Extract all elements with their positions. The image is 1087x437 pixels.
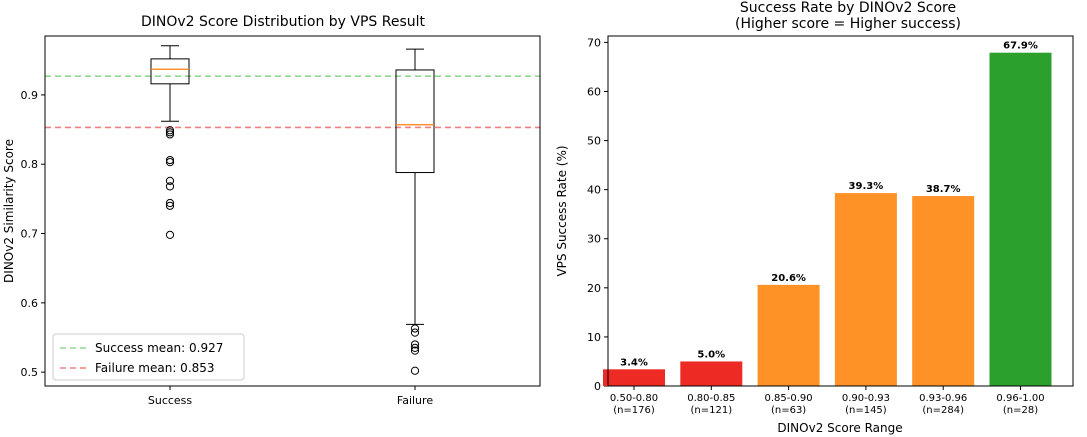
- box-plot-y-tick-label: 0.9: [21, 89, 39, 102]
- outlier-point: [165, 230, 175, 240]
- bar-chart-y-tick-label: 40: [587, 184, 601, 197]
- box-plot-y-tick-label: 0.7: [21, 228, 39, 241]
- box-plot-y-tick-label: 0.6: [21, 297, 39, 310]
- bar-chart-x-tick-count: (n=284): [922, 405, 964, 416]
- outlier-point: [410, 346, 420, 355]
- bar-chart-x-axis-label: DINOv2 Score Range: [777, 421, 902, 435]
- box-plot-legend: Success mean: 0.927 Failure mean: 0.853: [52, 333, 245, 381]
- outlier-point: [165, 198, 175, 208]
- box-plot-chart: DINOv2 Score Distribution by VPS Result …: [2, 14, 541, 407]
- legend-box: [52, 333, 245, 381]
- bar-chart-x-tick-label: 0.96-1.00: [996, 393, 1044, 404]
- bar-0.50-0.80: [603, 369, 665, 386]
- box-plot-frame: [44, 35, 541, 387]
- box-plot-area: 0.5 0.6 0.7 0.8 0.9 Success Failure: [21, 45, 540, 407]
- bar-chart-frame: [607, 35, 1074, 387]
- box-iqr: [150, 58, 190, 85]
- box-plot-x-tick-label: Success: [148, 394, 193, 407]
- box-failure: [395, 48, 435, 375]
- bar-chart-y-tick-label: 60: [587, 85, 601, 98]
- bar-value-label: 20.6%: [771, 273, 806, 284]
- bar-value-label: 3.4%: [620, 357, 648, 368]
- box-plot-x-tick-label: Failure: [397, 394, 433, 407]
- bar-chart-x-tick-count: (n=121): [690, 405, 732, 416]
- bar-chart-x-tick-label: 0.90-0.93: [842, 393, 890, 404]
- bar-chart-area: 0 10 20 30 40 50 60 70 3.4% 0.50-0.80(n=176) 5.0% 0…: [587, 36, 1052, 416]
- bar-chart-x-tick-label: 0.80-0.85: [687, 393, 735, 404]
- box-plot-y-tick-label: 0.5: [21, 366, 39, 379]
- bar-0.80-0.85: [680, 361, 743, 386]
- bar-chart-y-tick-label: 30: [587, 233, 601, 246]
- bar-chart-x-tick-label: 0.50-0.80: [610, 393, 658, 404]
- legend-entry-label: Failure mean: 0.853: [95, 361, 215, 375]
- legend-entry-label: Success mean: 0.927: [95, 341, 223, 355]
- box-plot-y-axis-label: DINOv2 Similarity Score: [2, 139, 16, 283]
- bar-value-label: 5.0%: [697, 349, 725, 360]
- bar-chart-x-tick-count: (n=176): [613, 405, 655, 416]
- outlier-point: [165, 158, 175, 167]
- bar-chart: Success Rate by DINOv2 Score (Higher sco…: [555, 0, 1074, 435]
- bar-chart-x-tick-count: (n=63): [771, 405, 806, 416]
- bar-chart-y-axis-label: VPS Success Rate (%): [555, 145, 569, 276]
- box-iqr: [395, 69, 435, 174]
- box-plot-title: DINOv2 Score Distribution by VPS Result: [141, 14, 426, 30]
- outlier-point: [410, 343, 420, 352]
- outlier-point: [165, 126, 175, 135]
- bar-value-label: 67.9%: [1003, 41, 1038, 52]
- outlier-point: [165, 182, 175, 191]
- bar-chart-subtitle: (Higher score = Higher success): [735, 16, 961, 32]
- bar-value-label: 38.7%: [926, 184, 961, 195]
- outlier-point: [165, 130, 175, 139]
- bar-0.85-0.90: [757, 284, 820, 386]
- bar-chart-y-tick-label: 70: [587, 36, 601, 49]
- bar-0.90-0.93: [834, 193, 897, 386]
- bar-chart-title: Success Rate by DINOv2 Score: [740, 0, 956, 16]
- outlier-point: [165, 155, 175, 165]
- outlier-point: [165, 128, 175, 137]
- bar-chart-y-tick-label: 50: [587, 135, 601, 148]
- bar-0.93-0.96: [912, 196, 975, 386]
- outlier-point: [410, 340, 420, 349]
- outlier-point: [410, 324, 420, 333]
- bar-chart-x-tick-count: (n=145): [845, 405, 887, 416]
- box-plot-y-tick-label: 0.8: [21, 158, 39, 171]
- box-success: [150, 45, 190, 240]
- outlier-point: [410, 328, 420, 337]
- outlier-point: [410, 366, 420, 375]
- bar-chart-y-tick-label: 20: [587, 282, 601, 295]
- outlier-point: [165, 176, 175, 185]
- bar-value-label: 39.3%: [849, 181, 884, 192]
- bar-0.96-1.00: [989, 52, 1052, 387]
- bar-chart-x-tick-count: (n=28): [1003, 405, 1038, 416]
- bar-chart-y-tick-label: 0: [594, 380, 601, 393]
- bar-chart-x-tick-label: 0.85-0.90: [765, 393, 813, 404]
- outlier-point: [165, 201, 175, 210]
- bar-chart-x-tick-label: 0.93-0.96: [919, 393, 967, 404]
- bar-chart-y-tick-label: 10: [587, 331, 601, 344]
